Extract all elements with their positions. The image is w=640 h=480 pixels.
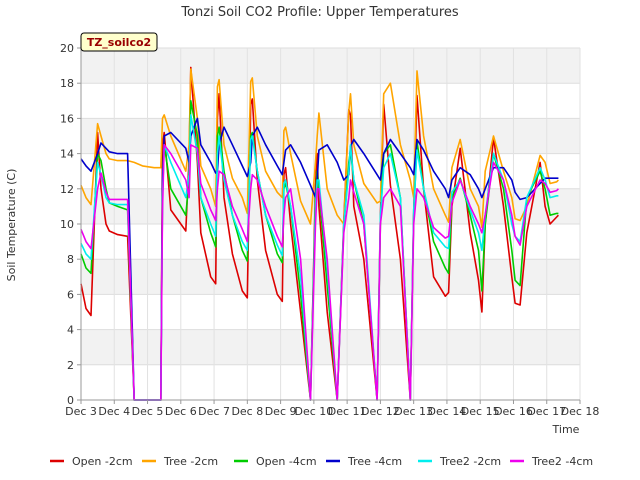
x-tick-label: Dec 15 [461,405,500,418]
x-tick-label: Dec 16 [494,405,533,418]
x-tick-label: Dec 7 [198,405,230,418]
y-tick-label: 6 [67,288,74,301]
x-tick-label: Dec 14 [428,405,467,418]
x-tick-label: Dec 12 [361,405,400,418]
legend-label: Open -4cm [256,455,317,468]
y-tick-label: 0 [67,394,74,407]
x-tick-label: Dec 9 [265,405,297,418]
x-tick-label: Dec 10 [294,405,333,418]
x-tick-label: Dec 6 [165,405,197,418]
legend: Open -2cm Tree -2cm Open -4cm Tree -4cm Tree… [50,455,593,468]
x-axis-label: Time [552,423,580,436]
x-tick-label: Dec 18 [561,405,600,418]
legend-label: Tree -2cm [163,455,218,468]
x-tick-label: Dec 8 [231,405,263,418]
legend-label: Tree -4cm [347,455,402,468]
plot-band [81,48,580,84]
y-tick-label: 12 [60,183,74,196]
chart-title: Tonzi Soil CO2 Profile: Upper Temperatur… [180,5,459,20]
y-tick-labels: 0 2 4 6 8 10 12 14 16 18 20 [60,42,81,407]
plot-band [81,118,580,154]
x-tick-label: Dec 11 [328,405,367,418]
y-tick-label: 16 [60,112,74,125]
x-tick-label: Dec 4 [98,405,130,418]
legend-label: Tree2 -2cm [439,455,501,468]
site-label: TZ_soilco2 [87,36,151,49]
y-axis-label: Soil Temperature (C) [5,169,18,282]
x-tick-label: Dec 13 [394,405,433,418]
grid-lines [80,47,581,401]
y-tick-label: 18 [60,77,74,90]
y-tick-label: 4 [67,324,74,337]
legend-label: Tree2 -4cm [531,455,593,468]
x-tick-label: Dec 3 [65,405,97,418]
site-label-box: TZ_soilco2 [80,32,158,52]
series-line-2 [80,68,559,229]
y-tick-label: 10 [60,218,74,231]
plot-band [81,188,580,224]
y-tick-label: 8 [67,253,74,266]
legend-label: Open -2cm [72,455,133,468]
y-tick-label: 2 [67,359,74,372]
y-tick-label: 14 [60,148,74,161]
site-label-background [80,32,158,52]
x-tick-label: Dec 5 [132,405,164,418]
y-tick-label: 20 [60,42,74,55]
plot-band [81,259,580,295]
x-tick-label: Dec 17 [527,405,566,418]
